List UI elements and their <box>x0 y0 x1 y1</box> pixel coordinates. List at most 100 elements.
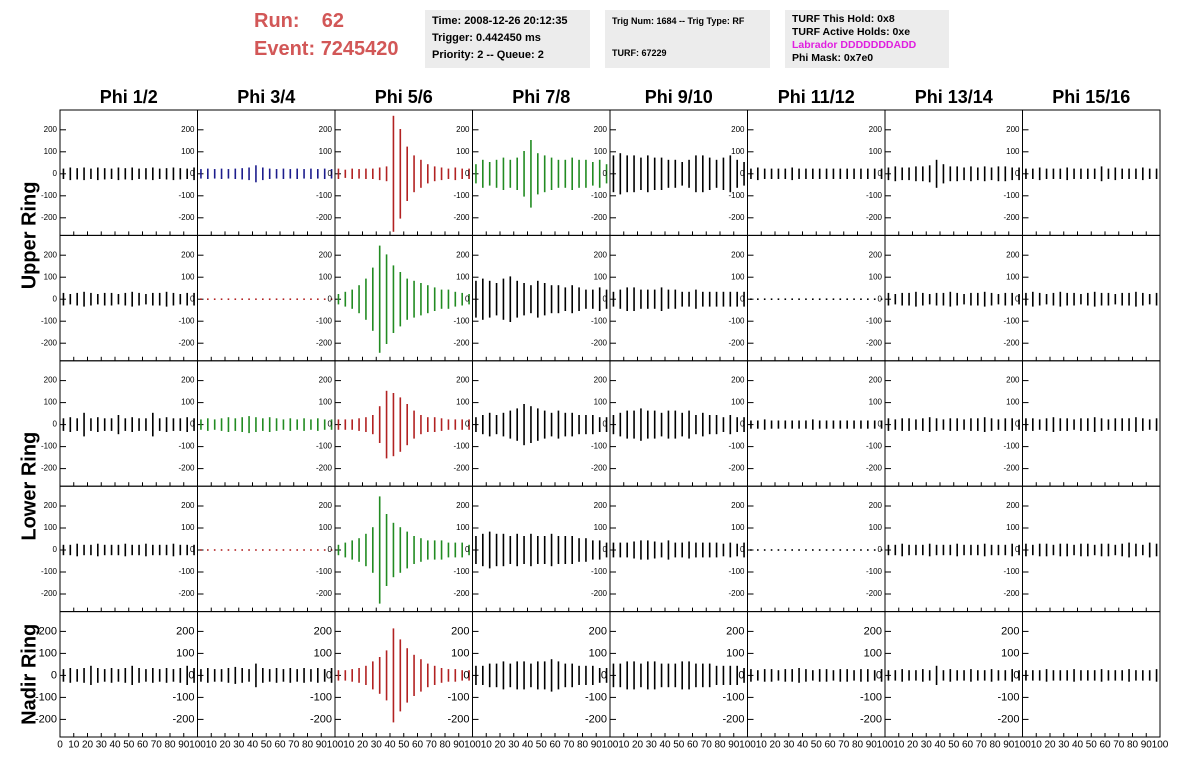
event-number: 7245420 <box>320 38 399 60</box>
y-tick-label: 200 <box>44 250 58 259</box>
y-tick-label: 200 <box>319 250 333 259</box>
y-tick-label: 200 <box>319 376 333 385</box>
x-tick-label: 60 <box>137 740 149 751</box>
y-tick-label: -200 <box>447 713 469 725</box>
y-tick-label: -200 <box>997 713 1019 725</box>
panel-frame <box>747 109 886 236</box>
y-tick-label: -100 <box>316 191 333 200</box>
x-tick-label: 10 <box>206 740 218 751</box>
x-tick-label: 40 <box>659 740 671 751</box>
y-tick-label: 200 <box>451 625 469 637</box>
x-tick-label: 60 <box>1099 740 1111 751</box>
x-tick-label: 20 <box>769 740 781 751</box>
y-tick-label: 0 <box>188 669 194 681</box>
y-tick-label: 0 <box>465 169 470 178</box>
y-tick-label: -100 <box>178 191 195 200</box>
x-tick-label: 90 <box>1003 740 1015 751</box>
y-tick-label: -200 <box>722 713 744 725</box>
y-tick-label: -200 <box>728 464 745 473</box>
y-tick-label: 0 <box>878 294 883 303</box>
x-tick-label: 80 <box>164 740 176 751</box>
y-tick-label: -200 <box>866 338 883 347</box>
y-tick-label: 100 <box>39 647 57 659</box>
y-tick-label: -100 <box>1003 442 1020 451</box>
y-tick-label: 200 <box>1006 376 1020 385</box>
y-tick-label: 100 <box>181 147 195 156</box>
x-tick-label: 100 <box>1152 740 1169 751</box>
panel-frame <box>472 109 611 236</box>
y-tick-label: 100 <box>1006 272 1020 281</box>
x-tick-label: 60 <box>274 740 286 751</box>
y-tick-label: -100 <box>591 191 608 200</box>
x-tick-label: 10 <box>618 740 630 751</box>
panel-frame <box>609 109 748 236</box>
y-tick-label: -200 <box>866 589 883 598</box>
y-tick-label: 0 <box>326 669 332 681</box>
x-tick-label: 70 <box>838 740 850 751</box>
panel-frame <box>197 109 336 236</box>
x-tick-label: 90 <box>178 740 190 751</box>
x-tick-label: 70 <box>288 740 300 751</box>
info-line: Trigger: 0.442450 ms <box>432 32 541 44</box>
y-tick-label: 0 <box>328 420 333 429</box>
y-tick-label: 100 <box>44 272 58 281</box>
panel-frame <box>472 234 611 362</box>
x-tick-label: 60 <box>962 740 974 751</box>
y-tick-label: 200 <box>731 250 745 259</box>
column-header: Phi 13/14 <box>915 87 993 107</box>
y-tick-label: -100 <box>1003 316 1020 325</box>
x-tick-label: 30 <box>783 740 795 751</box>
y-tick-label: 200 <box>869 376 883 385</box>
panel-frame <box>609 360 748 487</box>
y-tick-label: -200 <box>41 338 58 347</box>
y-tick-label: -200 <box>453 338 470 347</box>
y-tick-label: -100 <box>453 191 470 200</box>
y-tick-label: 0 <box>876 669 882 681</box>
column-header: Phi 11/12 <box>778 87 855 107</box>
y-tick-label: 200 <box>181 250 195 259</box>
y-tick-label: 100 <box>181 398 195 407</box>
y-tick-label: 0 <box>53 545 58 554</box>
y-tick-label: 200 <box>869 501 883 510</box>
y-tick-label: -200 <box>860 713 882 725</box>
y-tick-label: 0 <box>1015 420 1020 429</box>
x-tick-label: 80 <box>302 740 314 751</box>
x-tick-label: 60 <box>687 740 699 751</box>
column-header: Phi 3/4 <box>237 87 295 107</box>
y-tick-label: 0 <box>53 420 58 429</box>
y-tick-label: -100 <box>453 567 470 576</box>
y-tick-label: 0 <box>740 169 745 178</box>
run-number: 62 <box>321 10 345 32</box>
x-tick-label: 40 <box>247 740 259 751</box>
y-tick-label: 100 <box>869 147 883 156</box>
panel-frame <box>609 485 748 613</box>
y-tick-label: -100 <box>41 442 58 451</box>
y-tick-label: -200 <box>591 213 608 222</box>
y-tick-label: 200 <box>594 501 608 510</box>
x-tick-label: 100 <box>464 740 481 751</box>
x-tick-label: 90 <box>1141 740 1153 751</box>
info-box: TURF This Hold: 0x8 TURF Active Holds: 0… <box>785 10 949 68</box>
panel-frame <box>1022 485 1161 613</box>
y-tick-label: 200 <box>594 376 608 385</box>
y-tick-label: -100 <box>453 316 470 325</box>
y-tick-label: 200 <box>44 501 58 510</box>
x-tick-label: 80 <box>577 740 589 751</box>
x-tick-label: 20 <box>1044 740 1056 751</box>
panel-frame <box>197 485 336 613</box>
x-tick-label: 30 <box>371 740 383 751</box>
y-tick-label: -100 <box>591 442 608 451</box>
y-tick-label: 0 <box>878 420 883 429</box>
y-tick-label: 100 <box>319 147 333 156</box>
x-tick-label: 30 <box>233 740 245 751</box>
y-tick-label: 200 <box>731 501 745 510</box>
y-tick-label: 200 <box>456 501 470 510</box>
y-tick-label: -200 <box>41 464 58 473</box>
y-tick-label: -200 <box>591 464 608 473</box>
y-tick-label: 200 <box>731 376 745 385</box>
y-tick-label: 100 <box>44 523 58 532</box>
y-tick-label: 100 <box>869 398 883 407</box>
y-tick-label: 0 <box>603 169 608 178</box>
y-tick-label: 200 <box>44 376 58 385</box>
panel-frame <box>334 109 473 236</box>
